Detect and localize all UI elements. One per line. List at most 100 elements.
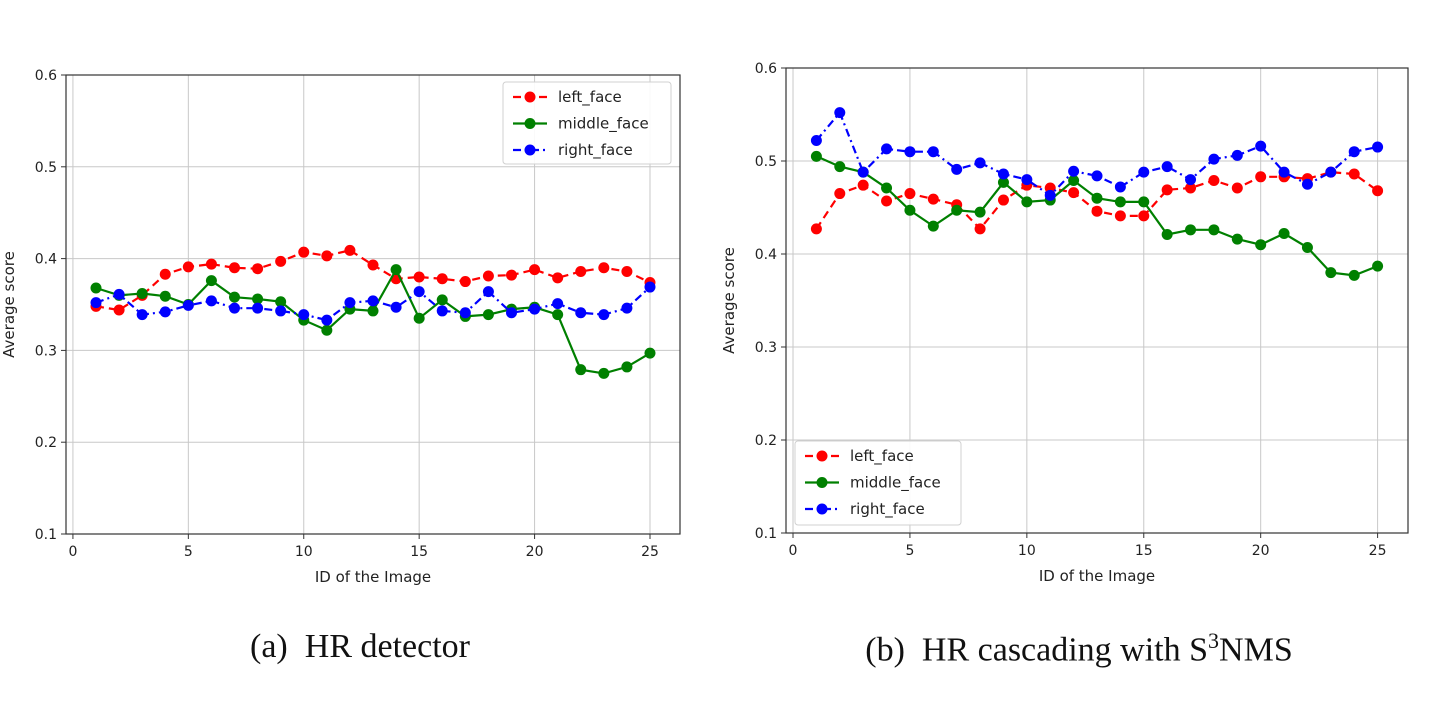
data-point <box>367 295 379 307</box>
data-point <box>1114 196 1126 208</box>
data-point <box>1208 153 1220 165</box>
data-point <box>182 261 194 273</box>
data-point <box>1231 182 1243 194</box>
data-point <box>413 271 425 283</box>
data-point <box>159 306 171 318</box>
data-point <box>1068 175 1080 187</box>
data-point <box>1114 181 1126 193</box>
chart-panel-a: 0 5 10 15 20 25 0.1 0.2 0.3 0.4 0.5 0.6 ID of the Im… <box>0 68 720 666</box>
legend: left_face middle_face right_face <box>502 81 672 165</box>
data-point <box>1068 187 1080 199</box>
data-point <box>834 107 846 119</box>
data-point <box>367 259 379 271</box>
data-point <box>1185 174 1197 186</box>
legend-marker <box>524 91 536 103</box>
data-point <box>974 223 986 235</box>
y-axis-label: Average score <box>0 251 18 358</box>
data-point <box>1161 228 1173 240</box>
data-point <box>1185 224 1197 236</box>
caption-b-sup: 3 <box>1208 628 1220 653</box>
data-point <box>1372 141 1384 153</box>
y-tick-label: 0.5 <box>755 154 777 170</box>
x-tick-label: 15 <box>410 544 428 560</box>
y-tick-label: 0.2 <box>35 435 57 451</box>
data-point <box>229 262 241 274</box>
data-point <box>857 179 869 191</box>
data-point <box>529 264 541 276</box>
data-point <box>275 296 287 308</box>
data-point <box>881 195 893 207</box>
series-right-face <box>90 281 656 326</box>
x-axis-label: ID of the Image <box>315 568 431 586</box>
x-tick-label: 25 <box>641 544 659 560</box>
x-tick-label: 25 <box>1369 543 1387 559</box>
data-point <box>229 302 241 314</box>
data-point <box>1068 165 1080 177</box>
x-tick-label: 0 <box>68 544 77 560</box>
data-point <box>436 273 448 285</box>
data-point <box>857 166 869 178</box>
data-point <box>621 361 633 373</box>
data-point <box>1161 184 1173 196</box>
caption-a-label: (a) <box>250 628 288 665</box>
data-point <box>621 302 633 314</box>
data-point <box>881 143 893 155</box>
data-point <box>90 297 102 309</box>
data-point <box>1325 166 1337 178</box>
x-tick-label: 20 <box>1252 543 1270 559</box>
data-point <box>1138 196 1150 208</box>
data-point <box>1278 166 1290 178</box>
caption-b: (b) HR cascading with S3NMS <box>719 628 1439 669</box>
y-tick-label: 0.3 <box>35 343 57 359</box>
data-point <box>575 307 587 319</box>
data-point <box>997 176 1009 188</box>
data-point <box>1301 241 1313 253</box>
caption-b-label: (b) <box>865 631 905 669</box>
series-right-face <box>810 107 1384 201</box>
legend-marker <box>816 503 828 515</box>
data-point <box>136 309 148 321</box>
data-point <box>552 309 564 321</box>
data-point <box>482 309 494 321</box>
x-tick-label: 0 <box>789 543 798 559</box>
caption-a-text: HR detector <box>304 628 470 665</box>
data-point <box>810 150 822 162</box>
data-point <box>298 246 310 258</box>
data-point <box>598 262 610 274</box>
legend-marker <box>524 118 536 129</box>
x-tick-label: 10 <box>295 544 313 560</box>
data-point <box>1301 178 1313 190</box>
caption-a: (a) HR detector <box>0 628 720 666</box>
data-point <box>321 324 333 336</box>
plot-frame <box>65 74 681 535</box>
data-point <box>505 269 517 281</box>
caption-b-tail: NMS <box>1219 631 1293 669</box>
x-axis-label: ID of the Image <box>1039 567 1155 585</box>
data-point <box>575 265 587 277</box>
data-point <box>1255 239 1267 251</box>
data-point <box>1021 196 1033 208</box>
data-point <box>1231 149 1243 161</box>
y-tick-label: 0.3 <box>755 340 777 356</box>
legend-marker <box>816 450 828 462</box>
series-line <box>815 110 1378 197</box>
data-point <box>344 297 356 309</box>
y-tick-label: 0.4 <box>35 252 57 268</box>
data-point <box>1208 224 1220 236</box>
data-point <box>459 307 471 319</box>
data-point <box>390 264 402 276</box>
data-point <box>182 299 194 311</box>
x-tick-label: 5 <box>184 544 193 560</box>
data-point <box>1021 174 1033 186</box>
data-point <box>1161 161 1173 173</box>
data-point <box>229 291 241 303</box>
legend-marker <box>816 477 828 488</box>
data-point <box>1231 233 1243 245</box>
data-point <box>1138 210 1150 222</box>
data-point <box>159 268 171 280</box>
data-point <box>436 305 448 317</box>
data-point <box>159 290 171 302</box>
data-point <box>1372 185 1384 197</box>
caption-b-text: HR cascading with S <box>921 631 1209 669</box>
legend-label: right_face <box>850 500 925 519</box>
